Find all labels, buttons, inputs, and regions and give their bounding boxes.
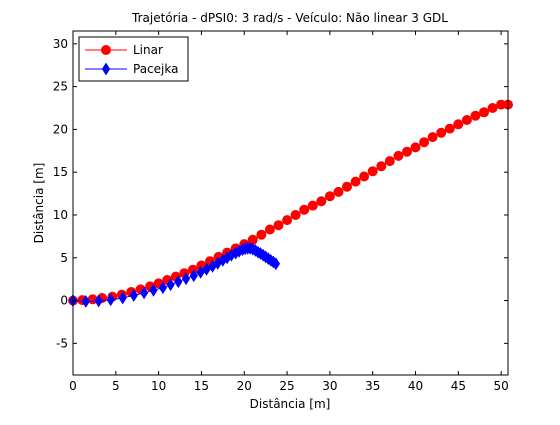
y-tick-label: 0 <box>60 294 68 308</box>
axes-frame <box>72 30 509 376</box>
data-point <box>118 291 127 305</box>
data-point <box>324 191 335 202</box>
legend-marker-pacejka <box>101 62 111 76</box>
data-point <box>367 166 378 177</box>
data-point <box>410 142 421 153</box>
data-point <box>149 283 158 297</box>
y-tick-label: 20 <box>53 122 68 136</box>
data-point <box>307 200 318 211</box>
plot-area <box>73 31 508 375</box>
x-tick-label: 45 <box>451 379 466 393</box>
data-point <box>174 275 183 289</box>
data-point <box>273 220 284 231</box>
x-tick-label: 10 <box>151 379 166 393</box>
data-point <box>81 294 90 308</box>
data-point <box>282 215 293 226</box>
chart-title: Trajetória - dPSI0: 3 rad/s - Veículo: N… <box>131 11 448 25</box>
legend-box <box>78 36 189 82</box>
data-point <box>181 272 191 286</box>
y-tick-label: 5 <box>60 251 68 265</box>
series-pacejka <box>68 241 281 308</box>
data-point <box>470 110 481 121</box>
series-layer <box>68 99 513 308</box>
data-point <box>350 176 361 187</box>
data-point <box>202 262 211 276</box>
series-linar <box>68 99 513 306</box>
data-point <box>461 115 472 125</box>
data-point <box>290 210 301 220</box>
data-point <box>256 229 267 240</box>
legend-label-linar: Linar <box>133 43 163 57</box>
data-point <box>342 181 352 192</box>
data-point <box>271 257 281 271</box>
data-point <box>402 146 412 157</box>
data-point <box>316 196 327 207</box>
data-point <box>139 286 149 300</box>
data-point <box>436 127 447 138</box>
data-point <box>376 161 387 172</box>
data-point <box>384 156 395 167</box>
legend-marker-linar <box>101 45 111 55</box>
data-point <box>419 137 430 148</box>
x-tick-label: 0 <box>69 379 77 393</box>
data-point <box>444 123 455 134</box>
legend: Linar Pacejka <box>78 36 189 82</box>
y-tick-label: 25 <box>53 80 68 94</box>
data-point <box>333 186 344 197</box>
x-tick-label: 50 <box>494 379 509 393</box>
x-tick-label: 40 <box>408 379 423 393</box>
data-point <box>359 171 370 182</box>
data-point <box>427 132 438 143</box>
y-tick-label: 15 <box>53 165 68 179</box>
x-tick-label: 25 <box>279 379 294 393</box>
y-tick-label: 30 <box>53 37 68 51</box>
data-point <box>264 224 275 235</box>
y-tick-label: -5 <box>56 336 68 350</box>
data-point <box>106 293 115 307</box>
x-tick-label: 30 <box>322 379 337 393</box>
data-point <box>453 119 464 130</box>
data-point <box>189 269 198 283</box>
data-point <box>479 107 489 118</box>
data-point <box>129 288 138 302</box>
data-point <box>158 281 168 295</box>
data-point <box>166 278 175 292</box>
x-tick-label: 5 <box>112 379 120 393</box>
x-tick-label: 15 <box>194 379 209 393</box>
data-point <box>299 204 310 215</box>
legend-label-pacejka: Pacejka <box>133 62 178 76</box>
data-point <box>487 103 498 113</box>
x-tick-label: 20 <box>237 379 252 393</box>
data-point <box>196 265 205 279</box>
y-tick-label: 10 <box>53 208 68 222</box>
axes-layer: 0 5 10 15 20 25 30 35 40 45 50 -5 0 5 10 15 20 25 30 <box>53 30 509 393</box>
x-axis-label: Distância [m] <box>250 397 331 411</box>
data-point <box>94 294 103 308</box>
y-axis-label: Distância [m] <box>32 163 46 244</box>
data-point <box>393 150 404 161</box>
x-tick-label: 35 <box>365 379 380 393</box>
